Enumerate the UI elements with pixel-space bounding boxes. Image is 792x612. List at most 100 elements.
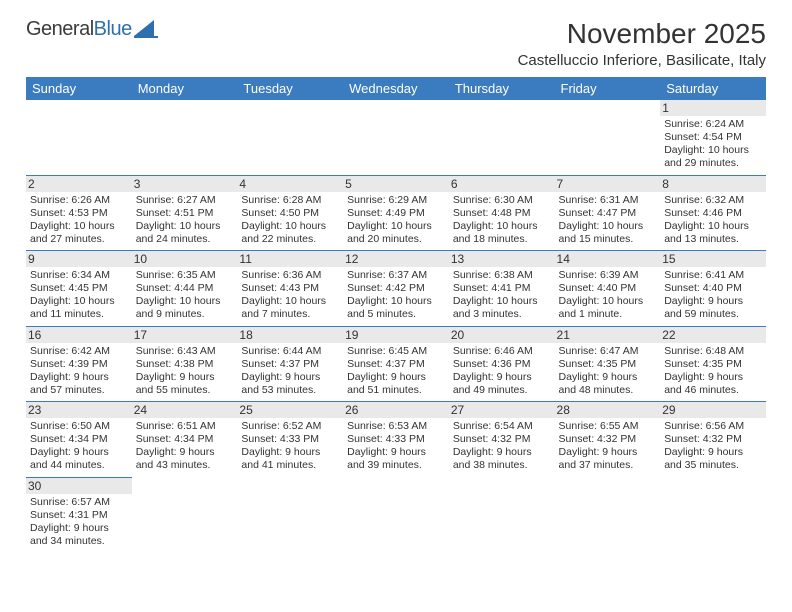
calendar-week-row: 30Sunrise: 6:57 AMSunset: 4:31 PMDayligh… xyxy=(26,477,766,552)
daylight-text: and 38 minutes. xyxy=(453,459,551,472)
daylight-text: Daylight: 10 hours xyxy=(347,220,445,233)
sunrise-text: Sunrise: 6:29 AM xyxy=(347,194,445,207)
calendar-day-cell xyxy=(343,477,449,552)
sunset-text: Sunset: 4:33 PM xyxy=(241,433,339,446)
day-number: 16 xyxy=(26,327,132,343)
sunrise-text: Sunrise: 6:42 AM xyxy=(30,345,128,358)
daylight-text: and 44 minutes. xyxy=(30,459,128,472)
weekday-header: Saturday xyxy=(660,77,766,100)
daylight-text: and 24 minutes. xyxy=(136,233,234,246)
calendar-day-cell xyxy=(237,100,343,175)
calendar-day-cell: 15Sunrise: 6:41 AMSunset: 4:40 PMDayligh… xyxy=(660,251,766,327)
sunrise-text: Sunrise: 6:31 AM xyxy=(559,194,657,207)
calendar-day-cell: 28 Sunrise: 6:55 AMSunset: 4:32 PMDayligh… xyxy=(555,402,661,478)
sunrise-text: Sunrise: 6:52 AM xyxy=(241,420,339,433)
sunset-text: Sunset: 4:32 PM xyxy=(559,433,657,446)
daylight-text: Daylight: 10 hours xyxy=(136,220,234,233)
daylight-text: Daylight: 10 hours xyxy=(347,295,445,308)
daylight-text: and 37 minutes. xyxy=(559,459,657,472)
sunrise-text: Sunrise: 6:39 AM xyxy=(559,269,657,282)
day-number: 8 xyxy=(660,176,766,192)
title-block: November 2025 Castelluccio Inferiore, Ba… xyxy=(518,18,766,69)
daylight-text: Daylight: 10 hours xyxy=(136,295,234,308)
sunrise-text: Sunrise: 6:45 AM xyxy=(347,345,445,358)
sunset-text: Sunset: 4:51 PM xyxy=(136,207,234,220)
calendar-day-cell: 2Sunrise: 6:26 AMSunset: 4:53 PMDaylight… xyxy=(26,175,132,251)
sunrise-text: Sunrise: 6:24 AM xyxy=(664,118,762,131)
calendar-day-cell: 3Sunrise: 6:27 AMSunset: 4:51 PMDaylight… xyxy=(132,175,238,251)
weekday-header: Thursday xyxy=(449,77,555,100)
daylight-text: and 39 minutes. xyxy=(347,459,445,472)
day-number: 12 xyxy=(343,251,449,267)
calendar-day-cell: 1Sunrise: 6:24 AMSunset: 4:54 PMDaylight… xyxy=(660,100,766,175)
day-number: 2 xyxy=(26,176,132,192)
sunset-text: Sunset: 4:32 PM xyxy=(453,433,551,446)
sunset-text: Sunset: 4:35 PM xyxy=(664,358,762,371)
day-number: 6 xyxy=(449,176,555,192)
calendar-day-cell xyxy=(237,477,343,552)
calendar-day-cell: 5Sunrise: 6:29 AMSunset: 4:49 PMDaylight… xyxy=(343,175,449,251)
daylight-text: Daylight: 10 hours xyxy=(453,220,551,233)
calendar-day-cell: 17Sunrise: 6:43 AMSunset: 4:38 PMDayligh… xyxy=(132,326,238,402)
sunrise-text: Sunrise: 6:38 AM xyxy=(453,269,551,282)
sunset-text: Sunset: 4:33 PM xyxy=(347,433,445,446)
daylight-text: Daylight: 10 hours xyxy=(30,220,128,233)
daylight-text: Daylight: 9 hours xyxy=(559,371,657,384)
calendar-day-cell: 22Sunrise: 6:48 AMSunset: 4:35 PMDayligh… xyxy=(660,326,766,402)
brand-logo: GeneralBlue xyxy=(26,18,160,41)
calendar-day-cell: 12 Sunrise: 6:37 AMSunset: 4:42 PMDayligh… xyxy=(343,251,449,327)
day-number: 28 xyxy=(555,402,661,418)
daylight-text: Daylight: 9 hours xyxy=(664,371,762,384)
daylight-text: and 49 minutes. xyxy=(453,384,551,397)
calendar-week-row: 23Sunrise: 6:50 AMSunset: 4:34 PMDayligh… xyxy=(26,402,766,478)
calendar-week-row: 2Sunrise: 6:26 AMSunset: 4:53 PMDaylight… xyxy=(26,175,766,251)
sunrise-text: Sunrise: 6:57 AM xyxy=(30,496,128,509)
calendar-day-cell: 21Sunrise: 6:47 AMSunset: 4:35 PMDayligh… xyxy=(555,326,661,402)
sunset-text: Sunset: 4:39 PM xyxy=(30,358,128,371)
calendar-table: Sunday Monday Tuesday Wednesday Thursday… xyxy=(26,77,766,552)
sunrise-text: Sunrise: 6:30 AM xyxy=(453,194,551,207)
daylight-text: and 1 minute. xyxy=(559,308,657,321)
day-number: 17 xyxy=(132,327,238,343)
sunrise-text: Sunrise: 6:27 AM xyxy=(136,194,234,207)
daylight-text: Daylight: 9 hours xyxy=(559,446,657,459)
daylight-text: Daylight: 9 hours xyxy=(241,446,339,459)
daylight-text: and 34 minutes. xyxy=(30,535,128,548)
calendar-day-cell: 29Sunrise: 6:56 AMSunset: 4:32 PMDayligh… xyxy=(660,402,766,478)
day-number: 27 xyxy=(449,402,555,418)
daylight-text: Daylight: 10 hours xyxy=(559,295,657,308)
calendar-day-cell: 4Sunrise: 6:28 AMSunset: 4:50 PMDaylight… xyxy=(237,175,343,251)
daylight-text: and 46 minutes. xyxy=(664,384,762,397)
daylight-text: Daylight: 10 hours xyxy=(453,295,551,308)
sunrise-text: Sunrise: 6:50 AM xyxy=(30,420,128,433)
calendar-day-cell: 11Sunrise: 6:36 AMSunset: 4:43 PMDayligh… xyxy=(237,251,343,327)
calendar-day-cell: 7Sunrise: 6:31 AMSunset: 4:47 PMDaylight… xyxy=(555,175,661,251)
sunset-text: Sunset: 4:34 PM xyxy=(136,433,234,446)
day-number: 24 xyxy=(132,402,238,418)
daylight-text: and 15 minutes. xyxy=(559,233,657,246)
daylight-text: and 22 minutes. xyxy=(241,233,339,246)
weekday-header: Monday xyxy=(132,77,238,100)
sunset-text: Sunset: 4:40 PM xyxy=(559,282,657,295)
day-number: 5 xyxy=(343,176,449,192)
sunrise-text: Sunrise: 6:46 AM xyxy=(453,345,551,358)
weekday-header: Friday xyxy=(555,77,661,100)
day-number: 14 xyxy=(555,251,661,267)
sunset-text: Sunset: 4:40 PM xyxy=(664,282,762,295)
calendar-day-cell xyxy=(660,477,766,552)
sunrise-text: Sunrise: 6:48 AM xyxy=(664,345,762,358)
daylight-text: and 7 minutes. xyxy=(241,308,339,321)
calendar-day-cell xyxy=(26,100,132,175)
sunset-text: Sunset: 4:46 PM xyxy=(664,207,762,220)
sunrise-text: Sunrise: 6:55 AM xyxy=(559,420,657,433)
sunrise-text: Sunrise: 6:32 AM xyxy=(664,194,762,207)
sunrise-text: Sunrise: 6:53 AM xyxy=(347,420,445,433)
sunrise-text: Sunrise: 6:37 AM xyxy=(347,269,445,282)
sunset-text: Sunset: 4:34 PM xyxy=(30,433,128,446)
calendar-day-cell xyxy=(343,100,449,175)
daylight-text: Daylight: 9 hours xyxy=(30,522,128,535)
daylight-text: and 51 minutes. xyxy=(347,384,445,397)
sunset-text: Sunset: 4:42 PM xyxy=(347,282,445,295)
calendar-week-row: 16 Sunrise: 6:42 AMSunset: 4:39 PM Dayligh… xyxy=(26,326,766,402)
day-number: 15 xyxy=(660,251,766,267)
